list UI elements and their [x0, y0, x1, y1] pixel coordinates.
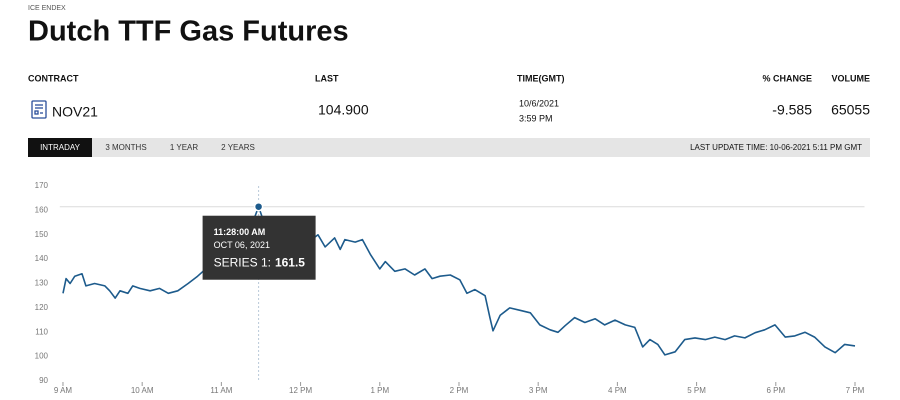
col-header: LAST — [315, 73, 339, 83]
tooltip-box — [202, 215, 316, 280]
page-title: Dutch TTF Gas Futures — [28, 16, 349, 48]
y-tick-label: 170 — [35, 181, 49, 190]
tooltip-value: SERIES 1: 161.5 — [214, 256, 306, 270]
tooltip-marker — [253, 201, 264, 212]
time: 3:59 PM — [519, 113, 553, 123]
x-tick-label: 5 PM — [687, 386, 706, 395]
col-header: CONTRACT — [28, 73, 79, 83]
tooltip-date: OCT 06, 2021 — [214, 240, 270, 250]
last: 104.900 — [318, 102, 369, 118]
tab-bar — [28, 138, 870, 157]
col-header: TIME(GMT) — [517, 73, 565, 83]
x-tick-label: 7 PM — [846, 386, 865, 395]
series-line — [62, 205, 856, 356]
tab[interactable]: INTRADAY — [40, 143, 81, 152]
contract-icon — [31, 100, 47, 119]
y-tick-label: 140 — [35, 254, 49, 263]
y-tick-label: 90 — [39, 376, 48, 385]
tooltip-label: SERIES 1: — [214, 256, 271, 270]
x-tick-label: 12 PM — [289, 386, 312, 395]
change: -9.585 — [772, 102, 812, 118]
y-tick-label: 150 — [35, 230, 49, 239]
y-tick-label: 160 — [35, 205, 49, 214]
contract: NOV21 — [52, 104, 98, 120]
x-tick-label: 2 PM — [450, 386, 469, 395]
tab[interactable]: 3 MONTHS — [105, 143, 146, 152]
last-update: LAST UPDATE TIME: 10-06-2021 5:11 PM GMT — [690, 143, 862, 152]
y-tick-label: 110 — [35, 327, 48, 336]
x-tick-label: 6 PM — [766, 386, 785, 395]
x-tick-label: 9 AM — [54, 386, 73, 395]
x-tick-label: 1 PM — [370, 386, 389, 395]
col-header: VOLUME — [831, 73, 870, 83]
x-tick-label: 10 AM — [131, 386, 154, 395]
x-tick-label: 3 PM — [529, 386, 548, 395]
active-tab[interactable] — [28, 138, 92, 157]
tab[interactable]: 2 YEARS — [221, 143, 255, 152]
tooltip-number: 161.5 — [275, 256, 305, 270]
y-tick-label: 120 — [35, 303, 49, 312]
x-tick-label: 4 PM — [608, 386, 627, 395]
source: ICE ENDEX — [28, 5, 66, 12]
tooltip-time: 11:28:00 AM — [214, 227, 266, 237]
x-tick-label: 11 AM — [210, 386, 232, 395]
col-header: % CHANGE — [762, 73, 812, 83]
volume: 65055 — [831, 102, 870, 118]
y-tick-label: 130 — [35, 279, 49, 288]
tab[interactable]: 1 YEAR — [170, 143, 199, 152]
y-tick-label: 100 — [35, 352, 49, 361]
date: 10/6/2021 — [519, 98, 559, 108]
